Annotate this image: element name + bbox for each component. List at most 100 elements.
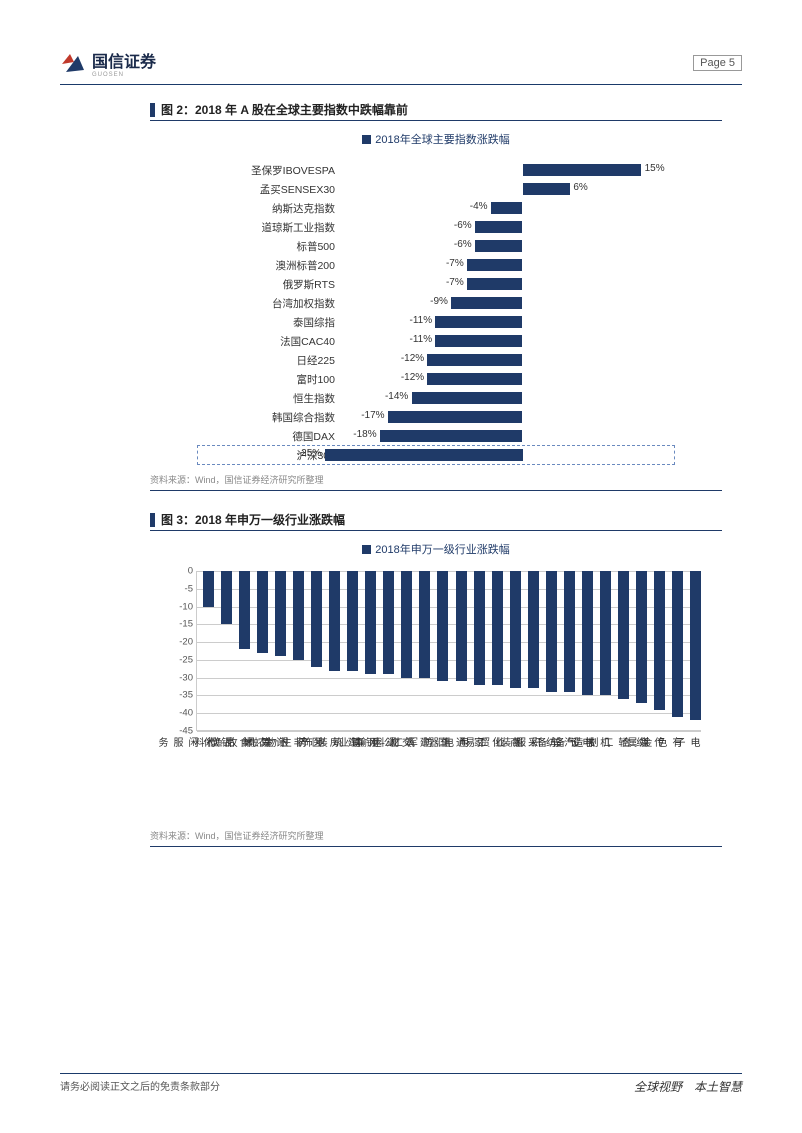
chart2-bar xyxy=(401,571,412,678)
chart2-gridline xyxy=(197,713,701,714)
chart1-bar xyxy=(427,354,522,366)
chart1-value: -11% xyxy=(409,334,432,345)
chart2-bar xyxy=(456,571,467,681)
chart1-bar xyxy=(491,202,523,214)
chart1-horizontal-bar: 圣保罗IBOVESPA15%孟买SENSEX306%纳斯达克指数-4%道琼斯工业… xyxy=(201,161,671,465)
chart1-row: 德国DAX-18% xyxy=(201,427,671,446)
chart1-bar xyxy=(388,411,523,423)
chart2-bar xyxy=(293,571,304,660)
chart2-bottom-divider xyxy=(150,846,722,847)
chart2-bar xyxy=(347,571,358,671)
chart2-bar xyxy=(203,571,214,607)
chart2-top-divider xyxy=(150,530,722,531)
chart1-row: 泰国综指 -11% xyxy=(201,313,671,332)
chart2-bar xyxy=(311,571,322,667)
chart1-legend-text: 2018年全球主要指数涨跌幅 xyxy=(375,131,509,147)
chart1-bar xyxy=(451,297,522,309)
chart1-row: 恒生指数-14% xyxy=(201,389,671,408)
chart1-label: 法国CAC40 xyxy=(201,334,341,349)
chart1-value: -9% xyxy=(430,296,448,307)
chart2-bar xyxy=(365,571,376,674)
chart1-label: 道琼斯工业指数 xyxy=(201,220,341,235)
chart2-ylabel: -30 xyxy=(169,672,193,683)
chart1-row: 法国CAC40 -11% xyxy=(201,332,671,351)
chart2-bar xyxy=(636,571,647,703)
chart1-value: -7% xyxy=(446,258,464,269)
legend-square-icon xyxy=(362,135,371,144)
chart2-ylabel: 0 xyxy=(169,566,193,577)
chart1-row: 道琼斯工业指数 -6% xyxy=(201,218,671,237)
chart2-bar xyxy=(654,571,665,710)
chart2-ylabel: -45 xyxy=(169,726,193,737)
chart2-bar xyxy=(437,571,448,681)
chart1-row: 韩国综合指数-17% xyxy=(201,408,671,427)
chart2-title-bar: 图 3：2018 年申万一级行业涨跌幅 xyxy=(150,511,722,528)
chart1-row: 富时100-12% xyxy=(201,370,671,389)
chart2-ylabel: -5 xyxy=(169,583,193,594)
chart1-label: 孟买SENSEX30 xyxy=(201,182,341,197)
chart1-row: 台湾加权指数 -9% xyxy=(201,294,671,313)
chart1-plot-row: -7% xyxy=(341,256,671,275)
chart1-value: -7% xyxy=(446,277,464,288)
chart1-plot-row: -6% xyxy=(341,237,671,256)
header-divider xyxy=(60,84,742,85)
chart2-bar xyxy=(582,571,593,695)
chart1-plot-row: -4% xyxy=(341,199,671,218)
chart1-value: -12% xyxy=(401,372,424,383)
chart1-value: -4% xyxy=(470,201,488,212)
chart1-plot-row: -6% xyxy=(341,218,671,237)
chart1-bar xyxy=(523,164,642,176)
chart1-row: 俄罗斯RTS -7% xyxy=(201,275,671,294)
chart2-bar xyxy=(239,571,250,649)
chart1-plot-row: -17% xyxy=(341,408,671,427)
chart1-label: 泰国综指 xyxy=(201,315,341,330)
chart1-label: 台湾加权指数 xyxy=(201,296,341,311)
company-name: 国信证券 xyxy=(92,48,156,72)
chart2-bar xyxy=(383,571,394,674)
chart1-value: -12% xyxy=(401,353,424,364)
chart1-bar xyxy=(523,183,571,195)
chart1-plot-row: 6% xyxy=(341,180,671,199)
page-number: Page 5 xyxy=(693,55,742,71)
chart1-row: 澳洲标普200 -7% xyxy=(201,256,671,275)
legend-square-icon xyxy=(362,545,371,554)
chart1-label: 标普500 xyxy=(201,239,341,254)
chart1-label: 澳洲标普200 xyxy=(201,258,341,273)
chart1-value: -14% xyxy=(385,391,408,402)
title-bullet-icon xyxy=(150,513,155,527)
chart2-bar xyxy=(474,571,485,685)
chart1-row: 孟买SENSEX30 6% xyxy=(201,180,671,199)
chart1-label: 日经225 xyxy=(201,353,341,368)
chart1-row: 沪深300-25% xyxy=(201,446,671,465)
chart1-row: 标普500-6% xyxy=(201,237,671,256)
company-logo: 国信证券 GUOSEN xyxy=(60,48,156,78)
footer-divider xyxy=(60,1073,742,1074)
chart2-bar xyxy=(564,571,575,692)
chart1-legend: 2018年全球主要指数涨跌幅 xyxy=(150,131,722,147)
chart2-ylabel: -10 xyxy=(169,601,193,612)
chart1-value: 6% xyxy=(573,182,587,193)
chart1-label: 圣保罗IBOVESPA xyxy=(201,163,341,178)
chart2-bar xyxy=(672,571,683,717)
chart1-title-bar: 图 2：2018 年 A 股在全球主要指数中跌幅靠前 xyxy=(150,101,722,118)
chart1-bar xyxy=(467,259,522,271)
title-bullet-icon xyxy=(150,103,155,117)
chart2-vertical-bar: 0-5-10-15-20-25-30-35-40-45休闲服务银行食品饮料农林牧… xyxy=(166,571,706,821)
chart2-bar xyxy=(510,571,521,688)
chart1-bottom-divider xyxy=(150,490,722,491)
chart1-value: -25% xyxy=(298,448,321,459)
chart2-title: 图 3：2018 年申万一级行业涨跌幅 xyxy=(161,511,345,528)
chart1-value: -11% xyxy=(409,315,432,326)
chart1-plot-row: -11% xyxy=(341,332,671,351)
chart1-value: -6% xyxy=(454,220,472,231)
chart2-plot-area: 0-5-10-15-20-25-30-35-40-45休闲服务银行食品饮料农林牧… xyxy=(196,571,701,731)
chart1-bar xyxy=(427,373,522,385)
chart1-bar xyxy=(325,449,523,461)
chart1-plot-row: -11% xyxy=(341,313,671,332)
chart2-bar xyxy=(257,571,268,653)
chart1-title: 图 2：2018 年 A 股在全球主要指数中跌幅靠前 xyxy=(161,101,408,118)
chart1-plot-row: -14% xyxy=(341,389,671,408)
chart2-ylabel: -15 xyxy=(169,619,193,630)
chart1-label: 俄罗斯RTS xyxy=(201,277,341,292)
chart1-row: 纳斯达克指数-4% xyxy=(201,199,671,218)
